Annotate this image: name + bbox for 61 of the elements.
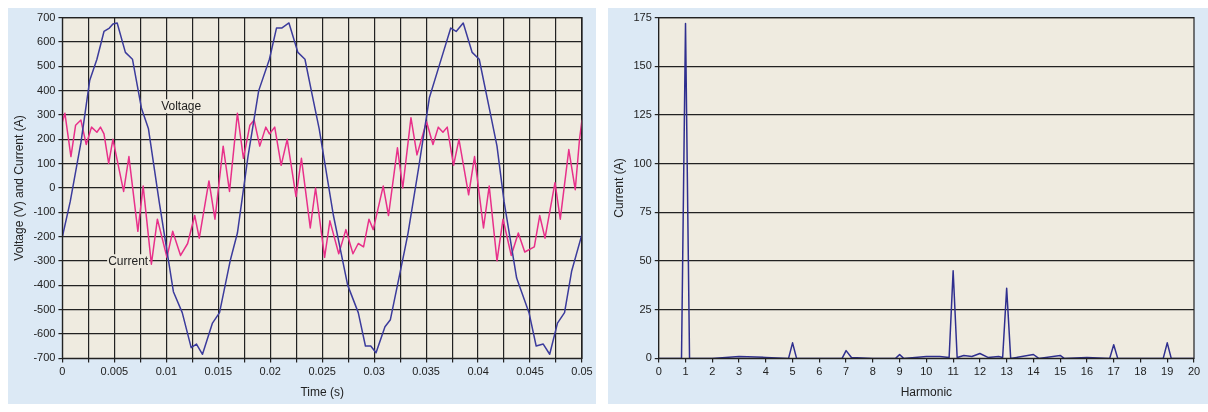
y-tick-label: 200 [37, 132, 56, 145]
x-tick-label: 6 [816, 365, 823, 378]
x-tick-label: 1 [682, 365, 689, 378]
x-tick-label: 0.03 [363, 365, 385, 378]
y-tick-label: 700 [37, 10, 56, 23]
x-tick-label: 15 [1054, 365, 1067, 378]
y-tick-label: 50 [639, 254, 652, 267]
x-tick-label: 3 [735, 365, 743, 378]
x-tick-label: 0.015 [204, 365, 233, 378]
y-tick-label: 175 [633, 10, 652, 23]
y-tick-label: 600 [37, 34, 56, 47]
x-tick-label: 17 [1107, 365, 1120, 378]
y-tick-label: 100 [633, 156, 652, 169]
x-tick-label: 18 [1134, 365, 1147, 378]
y-tick-label: -300 [33, 254, 56, 267]
x-tick-label: 12 [973, 365, 987, 378]
series-label: Voltage [161, 98, 202, 113]
y-tick-label: 0 [49, 181, 56, 194]
x-tick-label: 16 [1080, 365, 1094, 378]
x-tick-label: 0.05 [571, 365, 593, 378]
y-tick-label: -600 [33, 327, 56, 340]
y-tick-label: 125 [633, 108, 652, 120]
y-tick-label: 300 [37, 108, 56, 120]
x-tick-label: 0.02 [259, 365, 281, 378]
y-tick-label: 500 [37, 59, 56, 72]
y-tick-label: 75 [639, 205, 652, 218]
x-tick-label: 2 [709, 365, 716, 378]
y-tick-label: 0 [645, 351, 652, 364]
y-tick-label: -400 [33, 278, 56, 291]
x-tick-label: 8 [869, 365, 876, 378]
x-tick-label: 0.005 [100, 365, 129, 378]
x-tick-label: 0.045 [516, 365, 544, 378]
x-tick-label: 20 [1187, 365, 1201, 378]
y-tick-label: 100 [37, 156, 56, 169]
x-tick-label: 0 [655, 365, 662, 378]
x-tick-label: 0.04 [467, 365, 489, 378]
x-tick-label: 0.035 [412, 365, 440, 378]
y-tick-label: 400 [37, 83, 56, 96]
x-tick-label: 0.01 [155, 365, 178, 378]
y-axis-title: Voltage (V) and Current (A) [11, 115, 26, 261]
series-label: Current [108, 253, 149, 268]
y-tick-label: -100 [33, 205, 56, 218]
y-tick-label: -500 [33, 302, 56, 315]
x-tick-label: 0.025 [308, 365, 336, 378]
x-tick-label: 0 [59, 365, 66, 378]
x-tick-label: 9 [896, 365, 903, 378]
x-tick-label: 11 [947, 365, 959, 378]
x-axis-title: Time (s) [300, 385, 344, 400]
x-tick-label: 5 [789, 365, 796, 378]
x-tick-label: 14 [1027, 365, 1040, 378]
x-tick-label: 19 [1161, 365, 1174, 378]
y-tick-label: 150 [633, 59, 652, 72]
y-tick-label: 25 [639, 302, 652, 315]
x-tick-label: 7 [843, 365, 850, 378]
y-axis-title: Current (A) [611, 158, 626, 218]
x-tick-label: 10 [920, 365, 933, 378]
y-tick-label: -700 [33, 351, 56, 364]
x-tick-label: 13 [1000, 365, 1013, 378]
x-axis-title: Harmonic [900, 385, 953, 400]
y-tick-label: -200 [33, 229, 56, 242]
x-tick-label: 4 [762, 365, 769, 378]
